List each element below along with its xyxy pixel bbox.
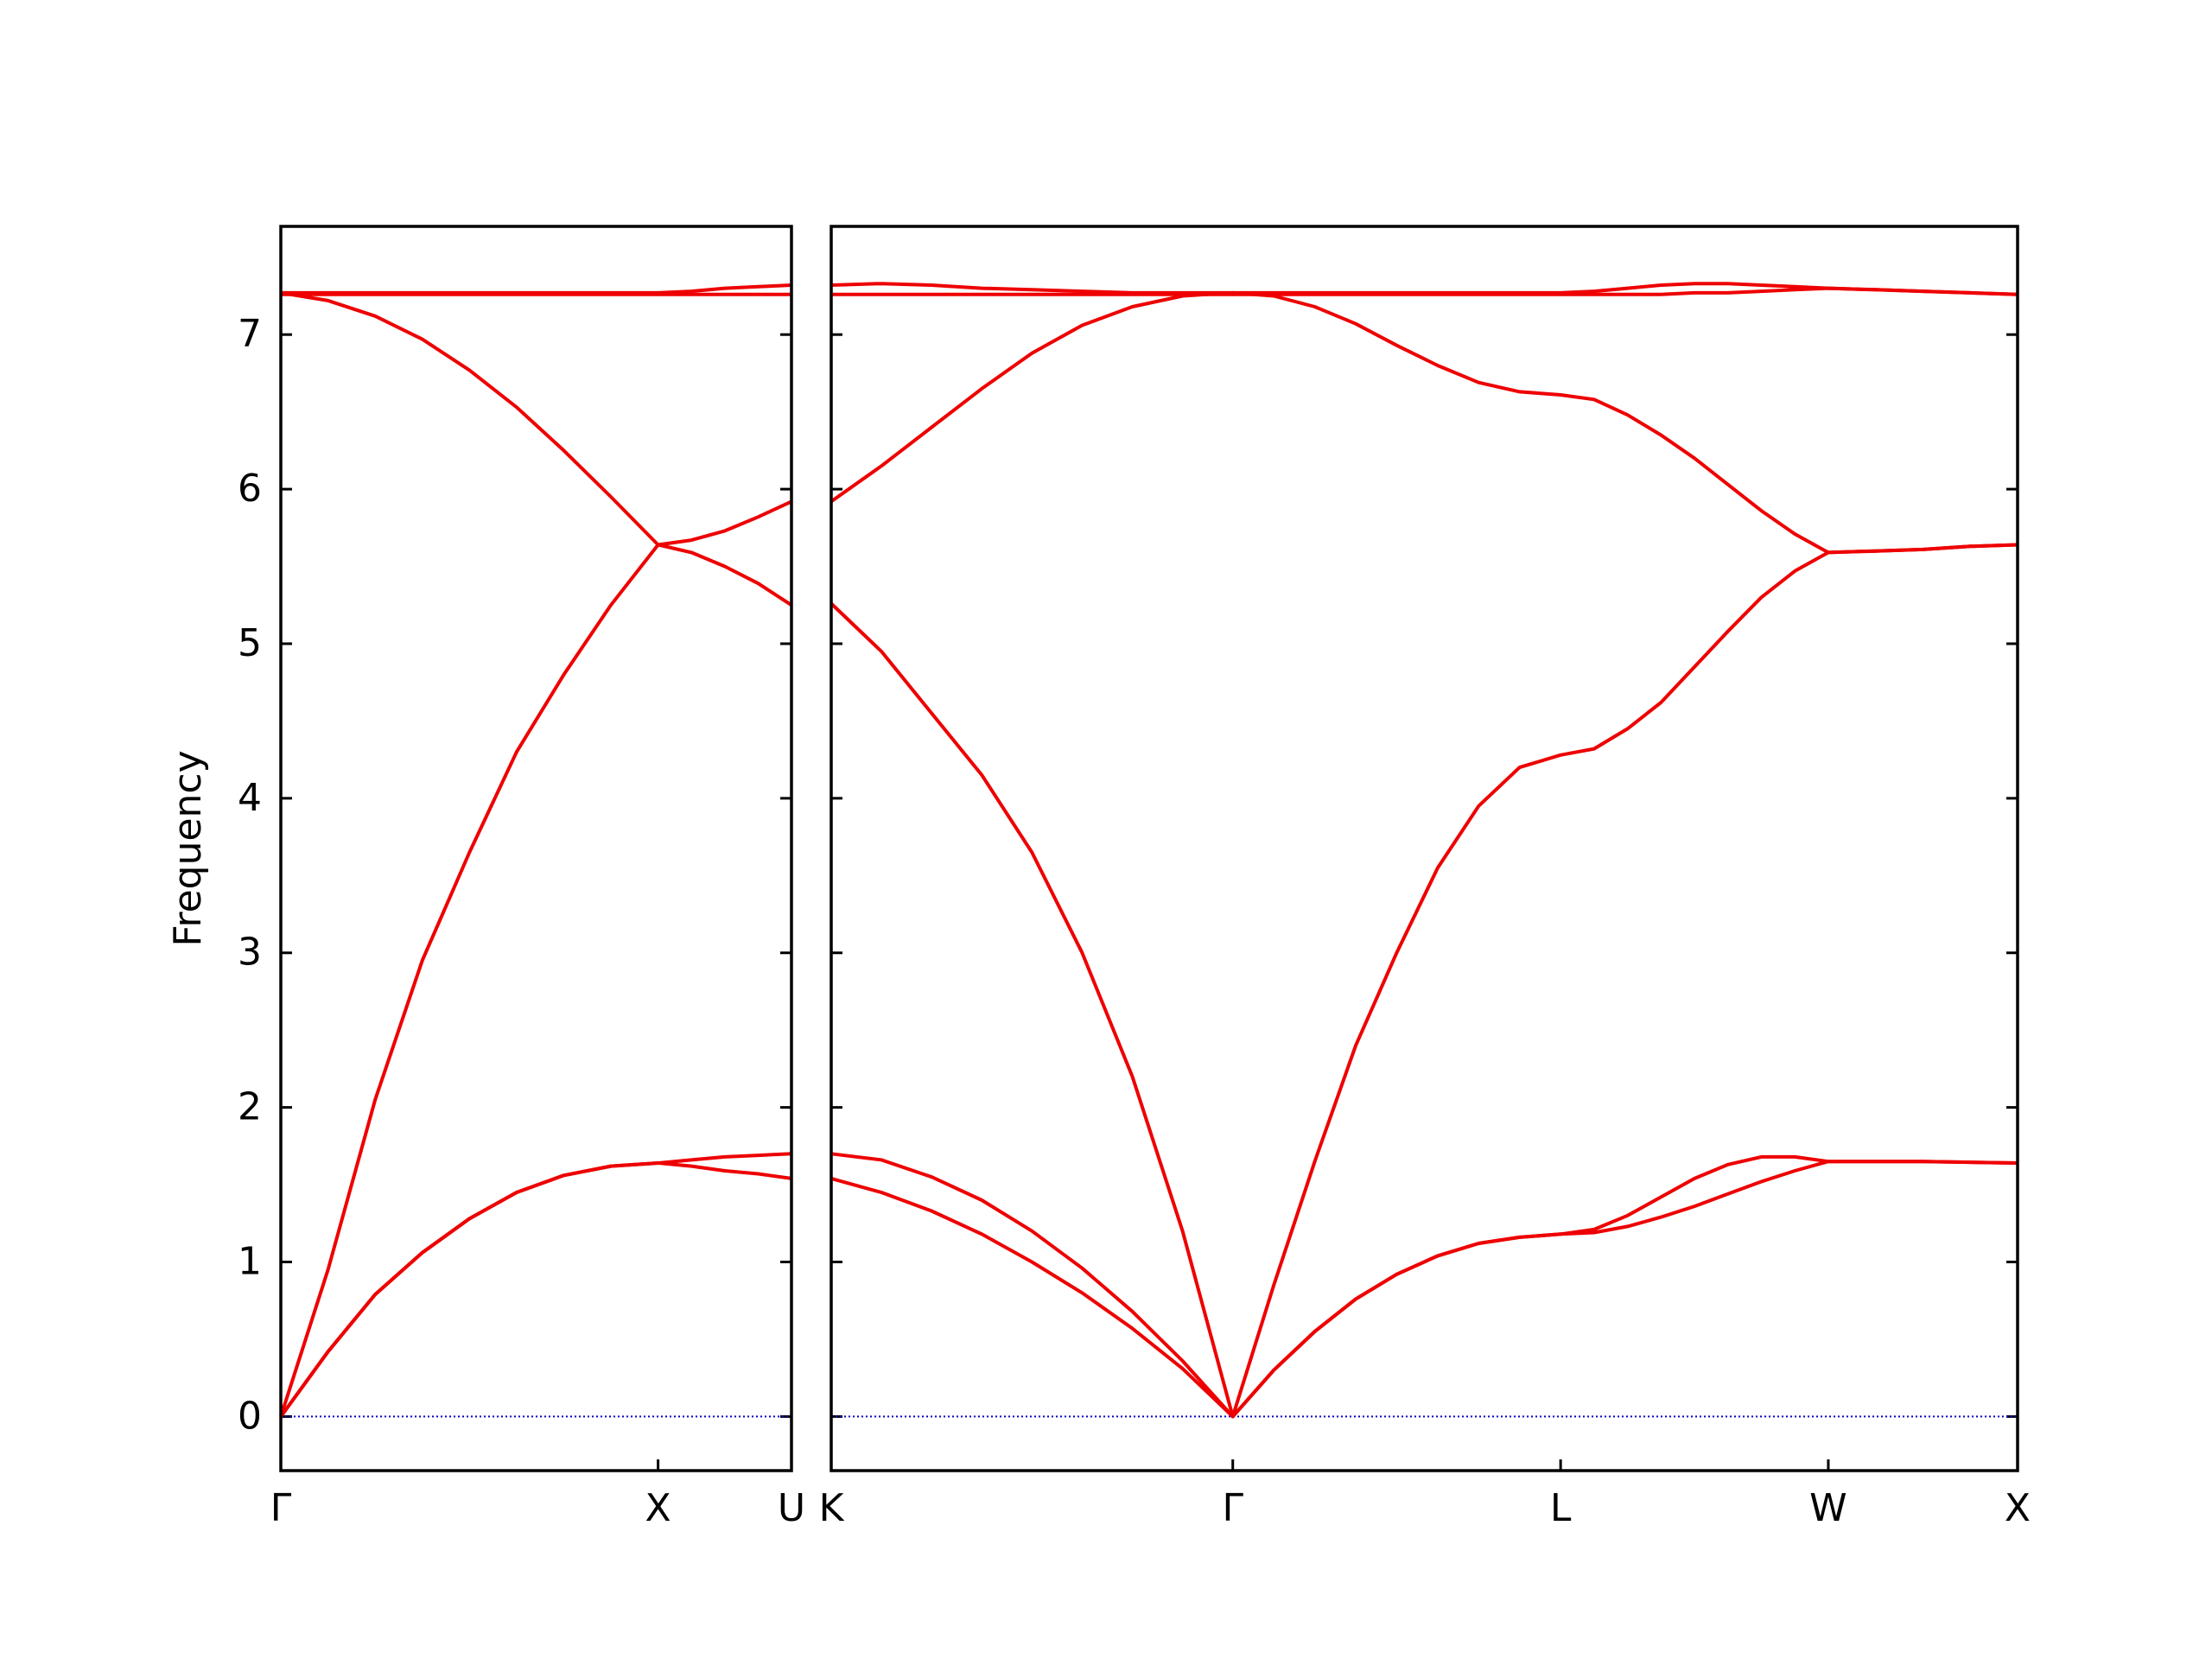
- x-tick-label: Γ: [270, 1486, 292, 1530]
- y-tick-label: 4: [238, 776, 262, 820]
- y-tick-label: 7: [238, 312, 262, 356]
- y-axis-label: Frequency: [166, 750, 210, 946]
- x-tick-label: Γ: [1222, 1486, 1243, 1530]
- x-tick-label: X: [2005, 1486, 2031, 1530]
- band-line: [279, 1152, 792, 1418]
- band-line: [830, 282, 2018, 296]
- plot-frame: [830, 225, 2019, 1472]
- band-line: [279, 499, 792, 1418]
- band-line: [279, 1161, 792, 1418]
- x-tick-label: X: [645, 1486, 671, 1530]
- x-tick-label: K: [819, 1486, 845, 1530]
- y-tick-label: 5: [238, 621, 262, 665]
- y-tick-label: 6: [238, 467, 262, 511]
- band-line: [830, 543, 2018, 1419]
- x-tick-label: U: [778, 1486, 805, 1530]
- y-tick-label: 3: [238, 931, 262, 975]
- plot-frame: [279, 225, 793, 1472]
- band-line: [830, 1152, 2018, 1419]
- band-line: [281, 283, 792, 295]
- x-tick-label: W: [1809, 1486, 1847, 1530]
- band-line: [830, 1160, 2018, 1419]
- band-line: [280, 290, 793, 607]
- y-tick-label: 0: [238, 1394, 262, 1438]
- y-tick-label: 2: [238, 1085, 262, 1129]
- band-line: [830, 290, 2018, 555]
- y-tick-label: 1: [238, 1240, 262, 1284]
- x-tick-label: L: [1550, 1486, 1572, 1530]
